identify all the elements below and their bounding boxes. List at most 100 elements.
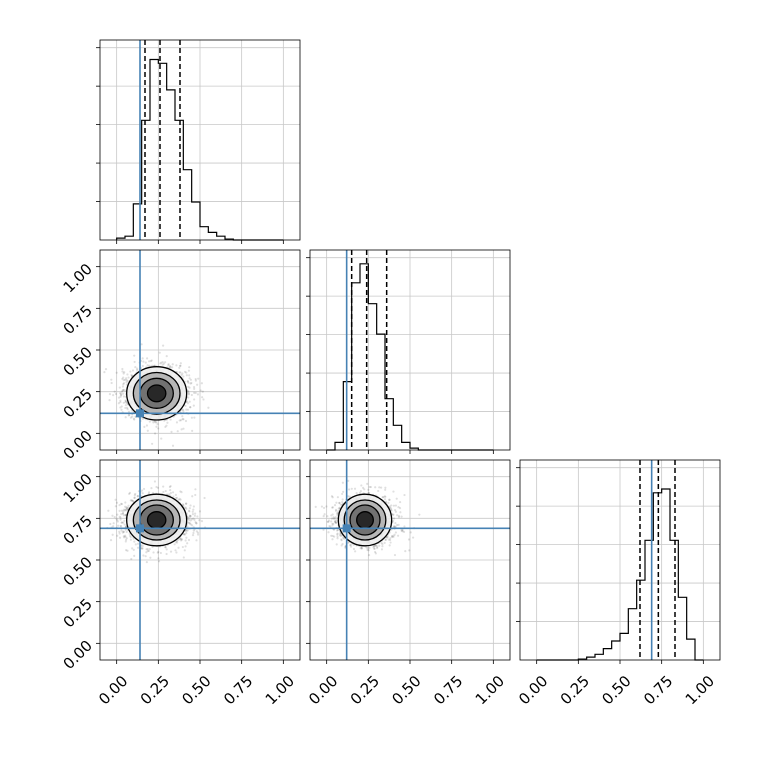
- scatter-point: [119, 399, 122, 402]
- scatter-point: [121, 388, 125, 392]
- scatter-point: [160, 437, 163, 440]
- scatter-point: [125, 537, 128, 540]
- scatter-point: [148, 548, 151, 551]
- scatter-point: [125, 401, 128, 404]
- scatter-point: [166, 421, 169, 424]
- scatter-point: [119, 524, 122, 528]
- scatter-point: [179, 362, 182, 365]
- hist-panel-1: [306, 249, 511, 454]
- scatter-point: [145, 548, 148, 551]
- scatter-point: [133, 554, 136, 557]
- scatter-point: [122, 514, 125, 517]
- scatter-point: [183, 533, 186, 536]
- scatter-point: [108, 393, 112, 396]
- scatter-point: [131, 499, 135, 503]
- scatter-point: [109, 539, 113, 542]
- y-tick-label: 0.75: [60, 302, 96, 338]
- scatter-point: [116, 513, 119, 516]
- scatter-point: [193, 391, 196, 394]
- scatter-point: [117, 402, 120, 405]
- scatter-point: [171, 366, 174, 369]
- scatter-point: [134, 543, 137, 546]
- scatter-point: [140, 343, 143, 346]
- scatter-point: [136, 368, 139, 372]
- scatter-point: [152, 551, 155, 554]
- truth-marker: [136, 524, 144, 533]
- scatter-point: [189, 519, 192, 522]
- y-tick-label: 1.00: [60, 470, 96, 506]
- scatter-point: [188, 518, 191, 521]
- scatter-point: [186, 379, 189, 383]
- scatter-point: [341, 536, 345, 539]
- scatter-point: [352, 547, 356, 551]
- scatter-point: [122, 521, 125, 524]
- scatter-point: [390, 509, 393, 512]
- scatter-point: [121, 392, 125, 395]
- scatter-point: [181, 503, 184, 506]
- scatter-point: [124, 513, 127, 517]
- contour-line: [132, 371, 181, 415]
- scatter-point: [181, 545, 184, 549]
- scatter-point: [169, 550, 173, 553]
- scatter-point: [161, 361, 164, 364]
- scatter-point: [121, 521, 124, 524]
- scatter-point: [179, 371, 182, 374]
- scatter-point: [164, 425, 167, 429]
- x-tick-label: 0.00: [95, 672, 131, 708]
- scatter-point: [157, 557, 160, 560]
- scatter-point: [194, 493, 197, 497]
- scatter-point: [157, 560, 161, 563]
- scatter-point: [341, 498, 344, 501]
- scatter-point: [189, 406, 192, 409]
- scatter-point: [177, 498, 180, 502]
- x-tick-label: 0.00: [515, 672, 551, 708]
- scatter-point: [196, 383, 199, 386]
- scatter-point: [322, 528, 325, 531]
- x-tick-label: 0.75: [220, 672, 256, 708]
- scatter-point: [118, 536, 122, 539]
- scatter-point: [195, 539, 198, 542]
- scatter-point: [124, 406, 127, 410]
- scatter-point: [122, 530, 125, 533]
- scatter-point: [126, 507, 129, 510]
- scatter-point: [180, 537, 183, 541]
- scatter-point: [118, 392, 122, 395]
- scatter-point: [184, 545, 187, 548]
- scatter-point: [124, 501, 127, 504]
- contour-line: [146, 384, 167, 403]
- scatter-point: [390, 508, 393, 511]
- scatter-point: [192, 385, 196, 389]
- scatter-point: [194, 377, 197, 381]
- scatter-point: [190, 518, 193, 521]
- scatter-point: [118, 532, 121, 535]
- scatter-point: [192, 404, 195, 407]
- scatter-point: [186, 408, 190, 411]
- scatter-point: [156, 551, 159, 554]
- scatter-point: [329, 525, 332, 528]
- scatter-point: [129, 416, 133, 419]
- scatter-point: [161, 363, 164, 366]
- scatter-point: [117, 396, 121, 399]
- scatter-point: [147, 549, 150, 553]
- scatter-point: [124, 528, 127, 531]
- scatter-point: [118, 386, 121, 389]
- scatter-point: [127, 410, 131, 413]
- scatter-point: [171, 363, 174, 366]
- scatter-point: [120, 502, 124, 506]
- x-tick-label: 0.50: [178, 672, 214, 708]
- scatter-point: [196, 393, 200, 396]
- scatter-point: [187, 391, 190, 394]
- scatter-point: [388, 498, 391, 501]
- scatter-point: [116, 518, 119, 522]
- scatter-point: [189, 406, 192, 409]
- scatter-point: [122, 508, 126, 511]
- scatter-point: [167, 364, 170, 367]
- scatter-point: [133, 360, 136, 364]
- contour-line: [132, 499, 181, 541]
- scatter-point: [156, 423, 159, 426]
- contour-line: [126, 493, 188, 547]
- scatter-point: [163, 419, 166, 422]
- x-tick-label: 0.25: [137, 672, 173, 708]
- scatter-point: [128, 534, 132, 538]
- scatter-point: [156, 486, 160, 489]
